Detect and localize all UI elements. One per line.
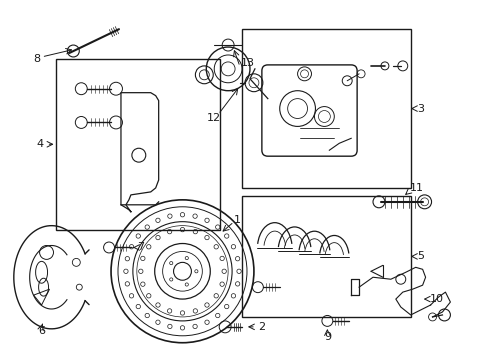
Text: 1: 1 bbox=[234, 215, 241, 225]
Text: 3: 3 bbox=[417, 104, 424, 113]
Text: 8: 8 bbox=[33, 54, 40, 64]
Text: 11: 11 bbox=[410, 183, 424, 193]
Text: 9: 9 bbox=[324, 332, 331, 342]
Text: 7: 7 bbox=[137, 243, 145, 252]
Bar bbox=[242, 29, 411, 188]
Text: 4: 4 bbox=[36, 139, 43, 149]
Bar bbox=[56, 59, 220, 230]
Text: 10: 10 bbox=[430, 294, 443, 304]
Text: 13: 13 bbox=[241, 58, 255, 68]
Text: 2: 2 bbox=[258, 322, 266, 332]
Text: 12: 12 bbox=[207, 113, 221, 123]
Bar bbox=[242, 196, 411, 317]
Text: 5: 5 bbox=[417, 251, 424, 261]
Text: 6: 6 bbox=[38, 326, 45, 336]
